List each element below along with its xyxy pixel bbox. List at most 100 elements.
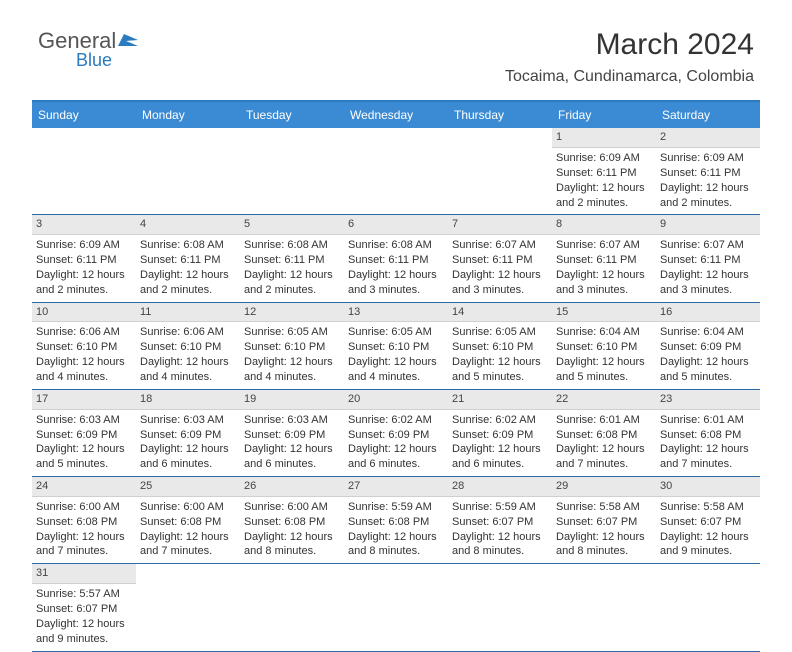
day-number: 11: [136, 303, 240, 323]
sunset-text: Sunset: 6:11 PM: [660, 253, 756, 268]
sunrise-text: Sunrise: 6:06 AM: [36, 325, 132, 340]
day-cell: 23Sunrise: 6:01 AMSunset: 6:08 PMDayligh…: [656, 390, 760, 476]
day-number: 17: [32, 390, 136, 410]
day-cell: 27Sunrise: 5:59 AMSunset: 6:08 PMDayligh…: [344, 477, 448, 563]
day-details: Sunrise: 6:01 AMSunset: 6:08 PMDaylight:…: [556, 413, 652, 472]
sunset-text: Sunset: 6:10 PM: [140, 340, 236, 355]
sunrise-text: Sunrise: 6:04 AM: [660, 325, 756, 340]
day-number: [240, 128, 344, 146]
day-number: [552, 564, 656, 582]
day-number: 13: [344, 303, 448, 323]
sunset-text: Sunset: 6:09 PM: [348, 428, 444, 443]
daylight-text: Daylight: 12 hours and 4 minutes.: [36, 355, 132, 385]
sunrise-text: Sunrise: 6:07 AM: [452, 238, 548, 253]
daylight-text: Daylight: 12 hours and 2 minutes.: [660, 181, 756, 211]
calendar-week-row: 1Sunrise: 6:09 AMSunset: 6:11 PMDaylight…: [32, 128, 760, 215]
empty-cell: [136, 128, 240, 214]
day-details: Sunrise: 6:05 AMSunset: 6:10 PMDaylight:…: [244, 325, 340, 384]
day-number: 29: [552, 477, 656, 497]
day-number: [136, 564, 240, 582]
sunrise-text: Sunrise: 6:07 AM: [556, 238, 652, 253]
day-cell: 22Sunrise: 6:01 AMSunset: 6:08 PMDayligh…: [552, 390, 656, 476]
day-number: 2: [656, 128, 760, 148]
daylight-text: Daylight: 12 hours and 5 minutes.: [660, 355, 756, 385]
daylight-text: Daylight: 12 hours and 2 minutes.: [556, 181, 652, 211]
sunset-text: Sunset: 6:09 PM: [660, 340, 756, 355]
empty-cell: [448, 128, 552, 214]
calendar-header-row: SundayMondayTuesdayWednesdayThursdayFrid…: [32, 102, 760, 128]
sunrise-text: Sunrise: 6:00 AM: [244, 500, 340, 515]
calendar-grid: SundayMondayTuesdayWednesdayThursdayFrid…: [32, 100, 760, 652]
day-details: Sunrise: 6:03 AMSunset: 6:09 PMDaylight:…: [36, 413, 132, 472]
daylight-text: Daylight: 12 hours and 7 minutes.: [140, 530, 236, 560]
sunset-text: Sunset: 6:11 PM: [452, 253, 548, 268]
day-cell: 26Sunrise: 6:00 AMSunset: 6:08 PMDayligh…: [240, 477, 344, 563]
sunset-text: Sunset: 6:09 PM: [244, 428, 340, 443]
day-number: [136, 128, 240, 146]
day-details: Sunrise: 6:05 AMSunset: 6:10 PMDaylight:…: [348, 325, 444, 384]
day-cell: 28Sunrise: 5:59 AMSunset: 6:07 PMDayligh…: [448, 477, 552, 563]
sunrise-text: Sunrise: 6:07 AM: [660, 238, 756, 253]
day-cell: 18 Sunrise: 6:03 AMSunset: 6:09 PMDayligh…: [136, 390, 240, 476]
day-cell: 31Sunrise: 5:57 AMSunset: 6:07 PMDayligh…: [32, 564, 136, 650]
sunset-text: Sunset: 6:11 PM: [556, 166, 652, 181]
day-number: [32, 128, 136, 146]
day-header: Saturday: [656, 102, 760, 128]
daylight-text: Daylight: 12 hours and 4 minutes.: [140, 355, 236, 385]
sunset-text: Sunset: 6:11 PM: [140, 253, 236, 268]
daylight-text: Daylight: 12 hours and 6 minutes.: [140, 442, 236, 472]
sunset-text: Sunset: 6:09 PM: [140, 428, 236, 443]
day-number: 10: [32, 303, 136, 323]
day-number: 5: [240, 215, 344, 235]
sunrise-text: Sunrise: 6:02 AM: [452, 413, 548, 428]
day-details: Sunrise: 6:07 AMSunset: 6:11 PMDaylight:…: [556, 238, 652, 297]
sunrise-text: Sunrise: 5:59 AM: [452, 500, 548, 515]
daylight-text: Daylight: 12 hours and 2 minutes.: [244, 268, 340, 298]
day-number: 6: [344, 215, 448, 235]
daylight-text: Daylight: 12 hours and 4 minutes.: [348, 355, 444, 385]
sunrise-text: Sunrise: 6:09 AM: [556, 151, 652, 166]
daylight-text: Daylight: 12 hours and 2 minutes.: [36, 268, 132, 298]
empty-cell: [240, 128, 344, 214]
day-details: Sunrise: 5:58 AMSunset: 6:07 PMDaylight:…: [556, 500, 652, 559]
day-cell: 11 Sunrise: 6:06 AMSunset: 6:10 PMDayligh…: [136, 303, 240, 389]
day-number: [656, 564, 760, 582]
day-details: Sunrise: 6:02 AMSunset: 6:09 PMDaylight:…: [452, 413, 548, 472]
daylight-text: Daylight: 12 hours and 8 minutes.: [244, 530, 340, 560]
daylight-text: Daylight: 12 hours and 8 minutes.: [452, 530, 548, 560]
sunset-text: Sunset: 6:10 PM: [244, 340, 340, 355]
page-header: General March 2024 Tocaima, Cundinamarca…: [0, 0, 792, 90]
sunset-text: Sunset: 6:08 PM: [348, 515, 444, 530]
sunrise-text: Sunrise: 6:01 AM: [556, 413, 652, 428]
day-number: 9: [656, 215, 760, 235]
day-details: Sunrise: 6:05 AMSunset: 6:10 PMDaylight:…: [452, 325, 548, 384]
day-number: [448, 564, 552, 582]
sunrise-text: Sunrise: 5:59 AM: [348, 500, 444, 515]
day-cell: 5Sunrise: 6:08 AMSunset: 6:11 PMDaylight…: [240, 215, 344, 301]
day-number: 24: [32, 477, 136, 497]
day-details: Sunrise: 6:04 AMSunset: 6:10 PMDaylight:…: [556, 325, 652, 384]
title-block: March 2024 Tocaima, Cundinamarca, Colomb…: [505, 28, 754, 86]
sunset-text: Sunset: 6:11 PM: [348, 253, 444, 268]
day-header: Wednesday: [344, 102, 448, 128]
day-details: Sunrise: 6:09 AMSunset: 6:11 PMDaylight:…: [660, 151, 756, 210]
day-number: 7: [448, 215, 552, 235]
day-number: 18: [136, 390, 240, 410]
daylight-text: Daylight: 12 hours and 6 minutes.: [348, 442, 444, 472]
day-cell: 19Sunrise: 6:03 AMSunset: 6:09 PMDayligh…: [240, 390, 344, 476]
day-cell: 7Sunrise: 6:07 AMSunset: 6:11 PMDaylight…: [448, 215, 552, 301]
sunset-text: Sunset: 6:11 PM: [660, 166, 756, 181]
day-details: Sunrise: 5:58 AMSunset: 6:07 PMDaylight:…: [660, 500, 756, 559]
sunrise-text: Sunrise: 6:06 AM: [140, 325, 236, 340]
day-number: [448, 128, 552, 146]
day-cell: 16Sunrise: 6:04 AMSunset: 6:09 PMDayligh…: [656, 303, 760, 389]
day-cell: 24Sunrise: 6:00 AMSunset: 6:08 PMDayligh…: [32, 477, 136, 563]
day-details: Sunrise: 6:02 AMSunset: 6:09 PMDaylight:…: [348, 413, 444, 472]
sunrise-text: Sunrise: 6:09 AM: [660, 151, 756, 166]
day-cell: 9Sunrise: 6:07 AMSunset: 6:11 PMDaylight…: [656, 215, 760, 301]
day-details: Sunrise: 6:03 AMSunset: 6:09 PMDaylight:…: [140, 413, 236, 472]
daylight-text: Daylight: 12 hours and 8 minutes.: [348, 530, 444, 560]
day-number: 20: [344, 390, 448, 410]
empty-cell: [344, 564, 448, 650]
sunrise-text: Sunrise: 6:03 AM: [36, 413, 132, 428]
